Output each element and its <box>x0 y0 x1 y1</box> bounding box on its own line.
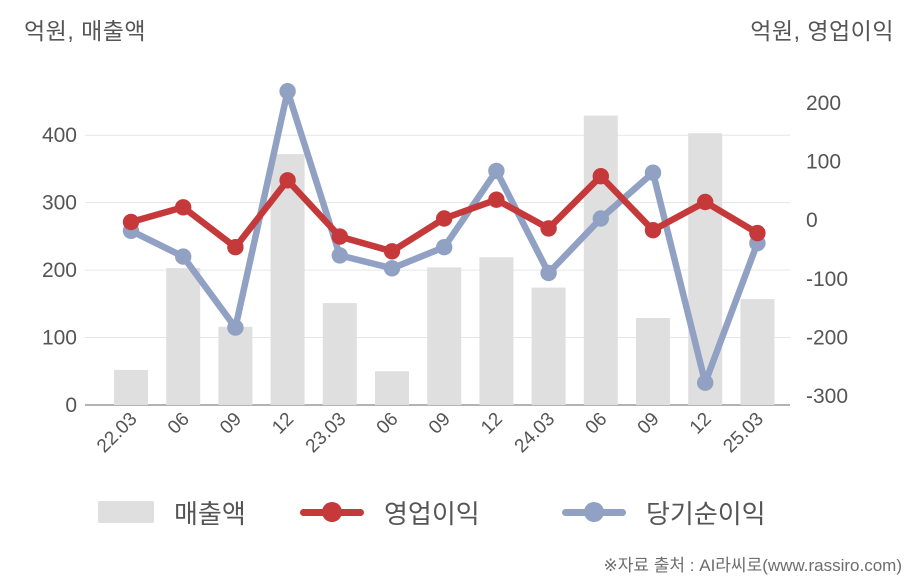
bar <box>114 369 148 405</box>
legend-item-revenue[interactable]: 매출액 <box>98 492 246 532</box>
operating-profit-dot-icon <box>322 502 342 522</box>
legend-item-net-income[interactable]: 당기순이익 <box>562 492 766 532</box>
right-axis-ticks: 200 100 0 -100 -200 -300 <box>806 92 848 408</box>
net-income-dot-icon <box>584 502 604 522</box>
net_income-point <box>488 162 505 180</box>
operating-profit-line-swatch-icon <box>300 502 364 522</box>
x-tick-label: 22.03 <box>93 409 141 457</box>
right-tick-label: -100 <box>806 268 848 291</box>
x-tick-label: 06 <box>582 409 612 439</box>
legend-item-operating-profit[interactable]: 영업이익 <box>300 492 480 532</box>
operating_profit-point <box>488 191 505 208</box>
legend-label-operating-profit: 영업이익 <box>384 498 480 529</box>
x-tick-label: 09 <box>216 409 246 439</box>
right-tick-label: 0 <box>806 209 818 232</box>
x-tick-label: 12 <box>268 409 298 439</box>
right-tick-label: -300 <box>806 385 848 408</box>
left-tick-label: 0 <box>65 394 77 417</box>
right-tick-label: 100 <box>806 151 841 174</box>
operating_profit-point <box>175 199 192 216</box>
chart-legend: 매출액 영업이익 당기순이익 <box>0 492 908 532</box>
x-tick-label: 06 <box>164 409 194 439</box>
operating_profit-point <box>644 222 662 239</box>
bar <box>166 268 201 405</box>
bar <box>740 299 775 405</box>
x-tick-label: 24.03 <box>511 409 559 457</box>
operating_profit-point <box>697 193 714 211</box>
bar <box>636 318 670 405</box>
right-tick-label: -200 <box>806 327 848 350</box>
net_income-point <box>592 210 609 227</box>
net_income-point <box>227 319 244 336</box>
bar <box>322 303 357 405</box>
left-axis-ticks: 400 300 200 100 0 <box>42 124 77 417</box>
source-note: ※자료 출처 : AI라씨로(www.rassiro.com) <box>603 556 902 575</box>
net-income-line-swatch-icon <box>562 502 626 522</box>
legend-label-net-income: 당기순이익 <box>646 498 766 529</box>
operating_profit-point <box>122 213 140 231</box>
operating_profit-point <box>749 224 766 242</box>
x-tick-label: 06 <box>373 409 403 439</box>
x-tick-label: 09 <box>634 409 664 439</box>
x-tick-label: 12 <box>686 409 716 439</box>
bar <box>688 133 723 405</box>
x-axis-labels: 22.03 06 09 12 23.03 06 09 12 24.03 06 09 12 25.03 <box>93 409 768 457</box>
net_income-point <box>697 374 714 391</box>
operating_profit-point <box>540 220 557 237</box>
x-tick-label: 09 <box>425 409 455 439</box>
operating_profit-point <box>436 210 453 227</box>
right-axis-title: 억원, 영업이익 <box>750 18 894 44</box>
net_income-point <box>383 260 401 277</box>
net_income-point <box>279 83 296 100</box>
legend-label-revenue: 매출액 <box>174 498 246 529</box>
x-tick-label: 25.03 <box>719 409 767 457</box>
left-tick-label: 300 <box>42 192 77 215</box>
bar <box>218 326 253 405</box>
operating_profit-point <box>279 172 296 189</box>
left-tick-label: 100 <box>42 327 77 350</box>
x-tick-label: 23.03 <box>302 409 350 457</box>
net_income-point <box>175 248 192 265</box>
bar <box>479 257 514 405</box>
right-tick-label: 200 <box>806 92 841 115</box>
net_income-point <box>436 239 453 256</box>
left-axis-title: 억원, 매출액 <box>24 18 147 44</box>
operating_profit-point <box>227 239 244 256</box>
net_income-point <box>644 164 662 181</box>
operating_profit-point <box>592 168 609 185</box>
chart-canvas: 400 300 200 100 0 200 100 0 -100 -200 -300 22.03 06 0… <box>42 83 848 457</box>
operating_profit-line <box>122 168 766 260</box>
operating_profit-point <box>383 243 401 260</box>
revenue-bar-swatch-icon <box>98 501 154 523</box>
left-tick-label: 200 <box>42 259 77 282</box>
operating_profit-point <box>331 228 348 245</box>
left-tick-label: 400 <box>42 124 77 147</box>
bar <box>375 371 409 405</box>
x-tick-label: 12 <box>477 409 507 439</box>
bar <box>531 287 566 405</box>
bar <box>583 115 618 405</box>
net_income-point <box>540 264 557 282</box>
bar <box>427 267 462 405</box>
net_income-point <box>331 247 348 264</box>
net_income-line <box>122 83 766 391</box>
